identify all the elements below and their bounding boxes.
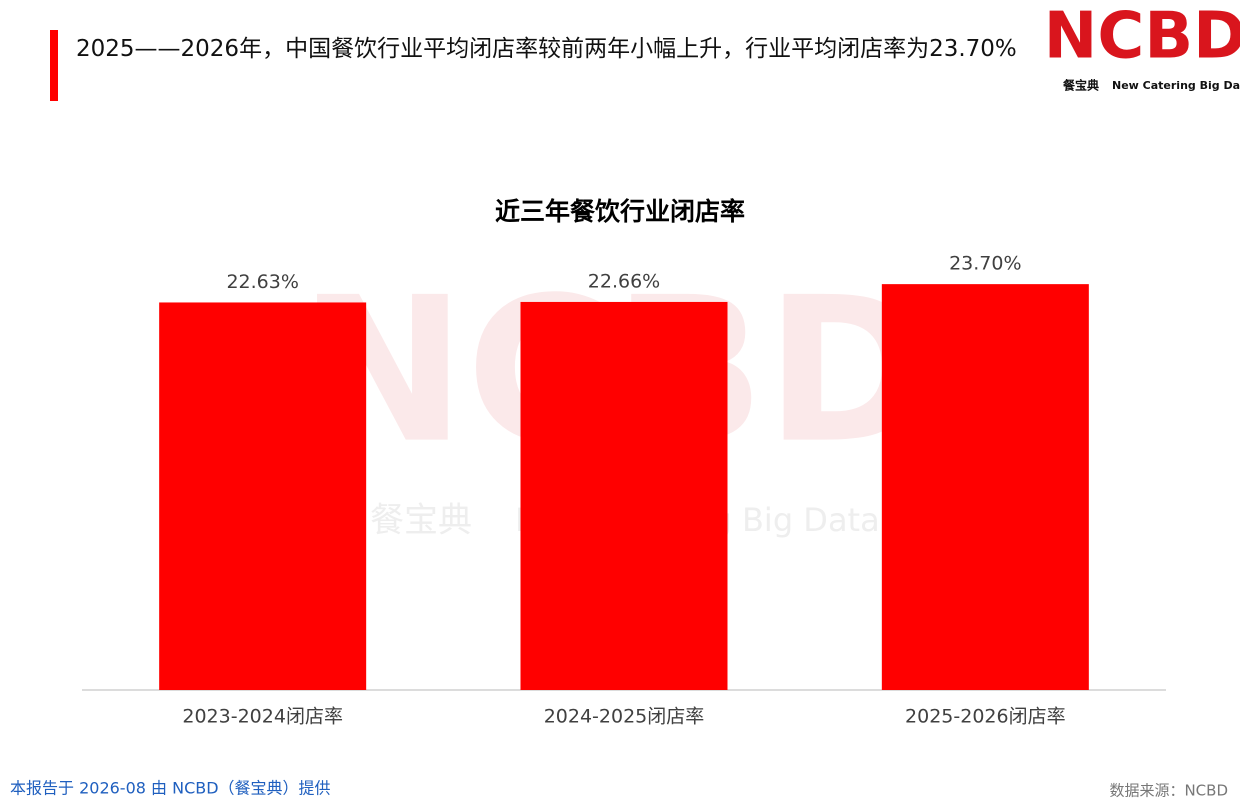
watermark-brand: 餐宝典: [370, 501, 472, 541]
x-tick-label: 2023-2024闭店率: [182, 706, 343, 728]
footer-source: 数据来源：NCBD: [1109, 782, 1228, 800]
bar: [881, 284, 1089, 690]
bar: [159, 302, 367, 690]
logo-mark: NCBD: [1044, 0, 1240, 74]
value-label: 22.66%: [588, 270, 660, 292]
x-tick-label: 2025-2026闭店率: [905, 706, 1066, 728]
footer-note: 本报告于 2026-08 由 NCBD（餐宝典）提供: [10, 779, 331, 798]
logo-brand: 餐宝典: [1063, 78, 1099, 93]
chart-title: 近三年餐饮行业闭店率: [495, 197, 745, 226]
headline: 2025——2026年，中国餐饮行业平均闭店率较前两年小幅上升，行业平均闭店率为…: [76, 36, 1017, 62]
logo-tagline: New Catering Big Data: [1112, 79, 1240, 92]
value-label: 22.63%: [226, 271, 298, 293]
value-label: 23.70%: [949, 253, 1021, 275]
accent-bar: [50, 30, 58, 101]
x-tick-label: 2024-2025闭店率: [544, 706, 705, 728]
bar: [520, 301, 728, 690]
